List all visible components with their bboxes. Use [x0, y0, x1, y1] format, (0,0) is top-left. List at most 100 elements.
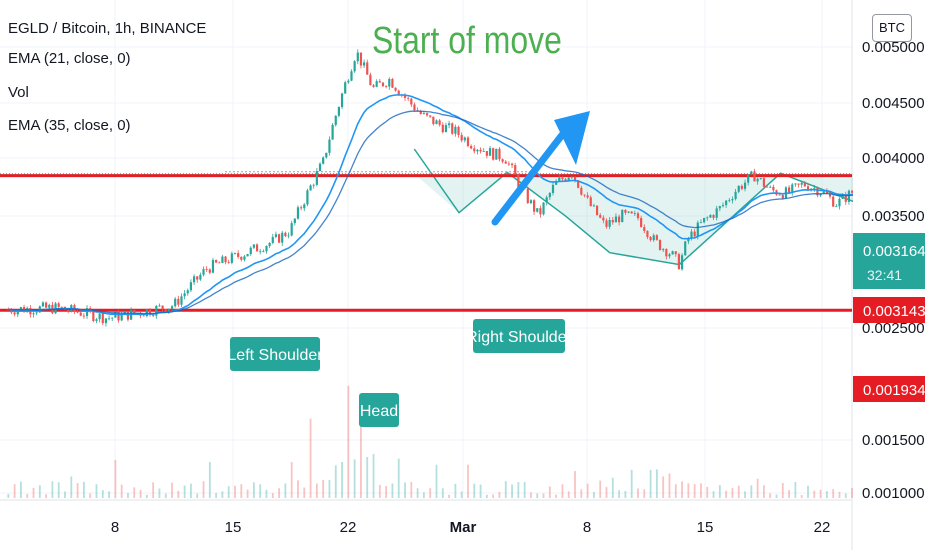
candle-body-131 [419, 111, 422, 114]
candle-body-198 [630, 211, 633, 214]
volume-bar-113 [718, 485, 721, 498]
volume-bar-7 [51, 481, 54, 498]
right-shoulder-label-text: Right Shoulder [466, 329, 573, 346]
volume-bar-79 [504, 481, 507, 498]
volume-bar-17 [114, 459, 117, 498]
candle-body-222 [706, 217, 709, 219]
candle-body-185 [589, 197, 592, 207]
indicator-ema-21[interactable]: EMA (21, close, 0) [8, 50, 131, 67]
volume-bar-6 [45, 494, 48, 498]
ema-35-line [8, 110, 878, 315]
last-price-badge-bg [853, 233, 925, 289]
candle-body-68 [221, 256, 224, 264]
volume-bar-68 [435, 464, 438, 498]
volume-bar-116 [737, 485, 740, 498]
symbol-line[interactable]: EGLD / Bitcoin, 1h, BINANCE [8, 20, 207, 37]
candle-body-226 [718, 206, 721, 209]
right-shoulder-label: Right Shoulder [466, 319, 573, 353]
candle-body-262 [832, 196, 835, 207]
candle-body-30 [101, 313, 104, 324]
candle-body-128 [410, 98, 413, 105]
candle-body-61 [199, 274, 202, 280]
candle-body-78 [252, 244, 255, 248]
candle-body-66 [215, 260, 218, 263]
volume-bar-121 [769, 493, 772, 498]
volume-bar-133 [844, 493, 847, 498]
volume-bar-120 [763, 485, 765, 498]
price-tick-2: 0.004000 [862, 150, 925, 167]
candle-body-153 [488, 148, 492, 156]
candle-body-46 [152, 315, 155, 316]
candle-body-231 [734, 191, 737, 200]
volume-bar-91 [580, 489, 583, 498]
candle-body-109 [350, 71, 353, 81]
start-of-move-arrow [491, 111, 590, 226]
candle-body-259 [822, 191, 825, 194]
candle-body-7 [29, 308, 32, 315]
indicator-ema-35[interactable]: EMA (35, close, 0) [8, 117, 131, 134]
candle-body-191 [608, 219, 611, 227]
candle-body-236 [750, 171, 753, 175]
candle-body-168 [536, 208, 539, 212]
candle-body-81 [262, 251, 265, 253]
volume-bar-59 [378, 484, 381, 498]
candle-body-237 [753, 171, 756, 182]
candle-body-209 [665, 249, 668, 257]
volume-bar-123 [781, 482, 784, 498]
candle-body-230 [731, 199, 734, 201]
candle-body-93 [300, 207, 303, 209]
volume-bar-110 [700, 483, 702, 498]
volume-bar-11 [76, 483, 79, 498]
candle-body-103 [331, 124, 334, 140]
candle-body-73 [237, 253, 240, 257]
candle-body-55 [180, 296, 183, 305]
candle-body-224 [712, 215, 715, 218]
candle-body-117 [375, 81, 378, 87]
time-tick-0: 8 [111, 519, 119, 536]
candle-body-47 [155, 305, 158, 316]
candle-body-48 [158, 305, 161, 307]
indicator-vol[interactable]: Vol [8, 84, 29, 101]
candle-body-120 [385, 86, 388, 87]
volume-bar-115 [731, 488, 734, 498]
volume-bar-77 [492, 494, 495, 498]
candle-body-119 [381, 82, 385, 87]
price-tick-6: 0.001000 [862, 485, 925, 502]
volume-bar-85 [542, 493, 545, 498]
volume-bar-97 [618, 490, 621, 498]
volume-bar-87 [555, 494, 558, 498]
candle-body-217 [690, 231, 693, 239]
candle-body-161 [514, 165, 517, 175]
volume-bar-56 [360, 424, 362, 498]
volume-bar-93 [593, 492, 595, 498]
candle-body-97 [312, 184, 315, 186]
level-badge-lower: 0.001934 [853, 376, 926, 402]
volume-bar-88 [561, 484, 564, 498]
candle-body-89 [287, 235, 290, 237]
volume-bar-47 [303, 487, 306, 498]
candle-body-123 [394, 87, 397, 91]
candle-body-203 [646, 230, 649, 238]
price-tick-5: 0.001500 [862, 432, 925, 449]
candle-body-132 [422, 113, 426, 114]
candle-body-106 [340, 93, 344, 108]
volume-bar-29 [190, 483, 192, 498]
volume-bar-48 [309, 418, 312, 498]
candle-body-136 [435, 120, 438, 125]
candle-body-124 [397, 90, 400, 95]
price-axis: 0.005000 0.004500 0.004000 0.003500 0.002500… [853, 0, 932, 550]
currency-button[interactable]: BTC [872, 14, 912, 42]
candle-body-171 [545, 197, 548, 203]
volume-bar-54 [347, 385, 350, 498]
volume-bar-18 [120, 484, 123, 498]
candle-body-181 [577, 180, 580, 188]
candle-body-4 [19, 307, 23, 311]
volume-bar-25 [164, 493, 167, 498]
candle-body-116 [372, 85, 375, 87]
volume-bar-36 [234, 485, 236, 498]
head-label: Head [359, 393, 399, 427]
candle-body-62 [202, 269, 205, 275]
volume-bar-42 [271, 493, 274, 498]
